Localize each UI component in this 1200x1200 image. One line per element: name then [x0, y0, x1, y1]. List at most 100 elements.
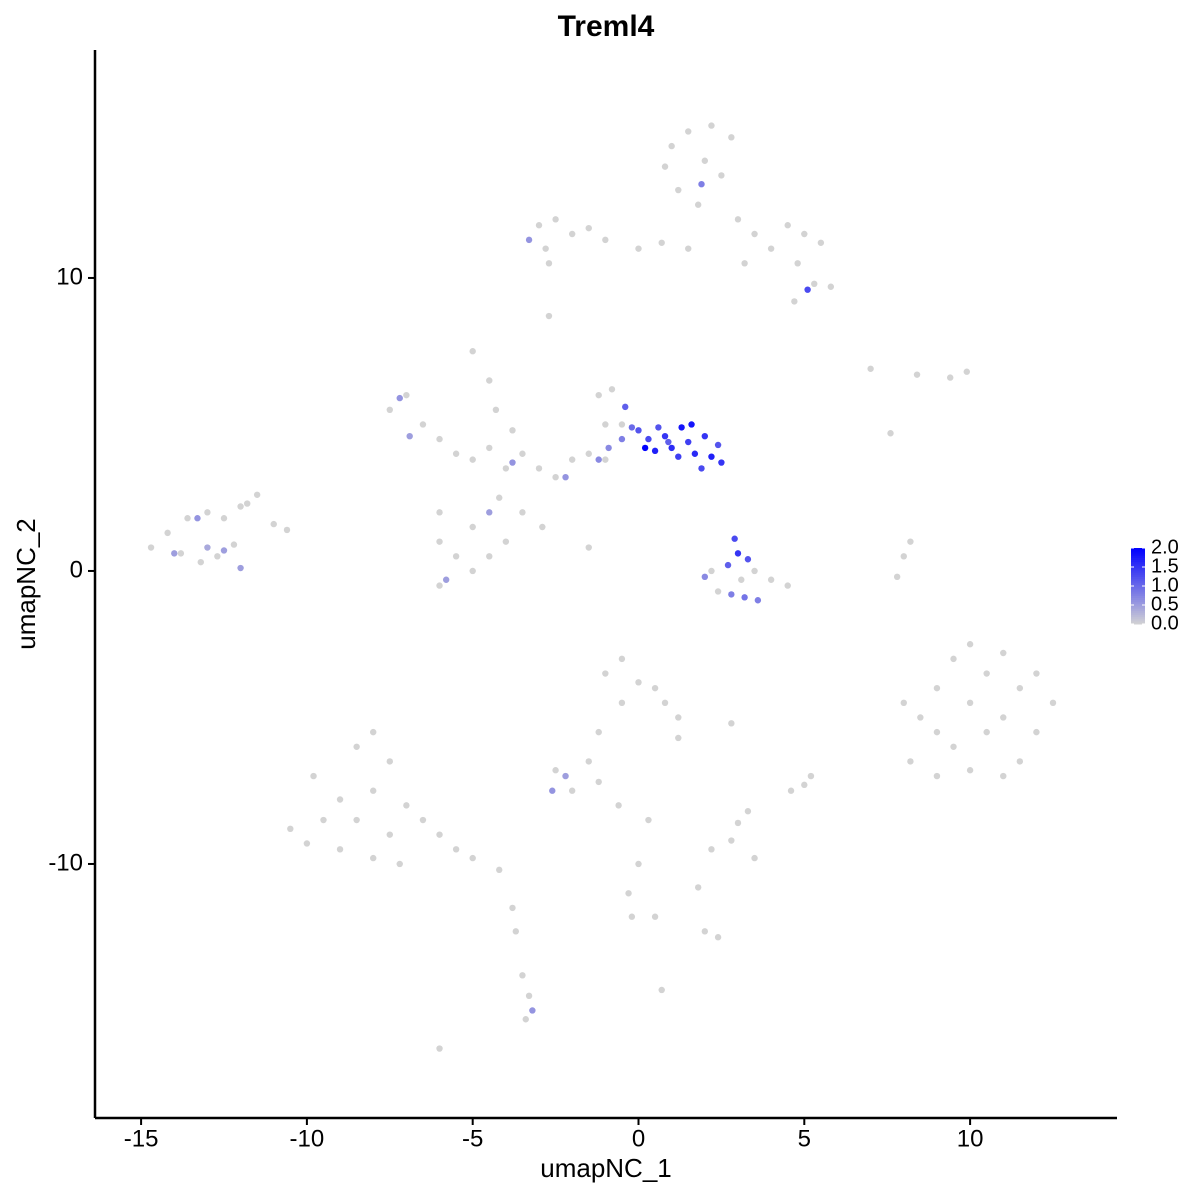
- point: [744, 556, 752, 563]
- point: [701, 432, 709, 440]
- point: [486, 509, 493, 516]
- point: [887, 430, 894, 437]
- point: [900, 699, 907, 707]
- point: [177, 550, 185, 557]
- point: [562, 474, 569, 481]
- point: [738, 576, 745, 583]
- colorbar-segment: [1131, 618, 1145, 621]
- point: [396, 394, 403, 402]
- point: [734, 216, 742, 223]
- point: [605, 444, 612, 452]
- point: [549, 787, 556, 794]
- point: [651, 684, 659, 692]
- point: [486, 553, 493, 560]
- point: [701, 157, 709, 164]
- colorbar-segment: [1131, 561, 1145, 564]
- colorbar-tick-label: 0.5: [1151, 593, 1179, 615]
- x-tick-label: 0: [632, 1125, 645, 1152]
- point: [651, 913, 659, 920]
- point: [741, 594, 748, 601]
- point: [552, 767, 559, 774]
- point: [568, 456, 576, 463]
- colorbar-segment: [1131, 610, 1145, 614]
- point: [622, 403, 629, 411]
- point: [728, 720, 735, 727]
- point: [893, 573, 901, 581]
- point: [668, 142, 675, 150]
- colorbar-segment: [1131, 620, 1145, 623]
- colorbar-segment: [1131, 584, 1145, 587]
- point: [1016, 758, 1024, 765]
- colorbar-segment: [1131, 597, 1145, 600]
- colorbar-segment: [1131, 551, 1145, 555]
- point: [214, 553, 221, 560]
- point: [744, 808, 752, 815]
- point: [419, 816, 427, 824]
- point: [502, 538, 510, 545]
- point: [741, 260, 748, 267]
- point: [728, 837, 735, 844]
- point: [496, 866, 503, 874]
- point: [947, 374, 954, 381]
- point: [419, 421, 427, 428]
- point: [585, 758, 592, 765]
- point: [545, 312, 553, 320]
- point: [204, 544, 211, 551]
- point: [807, 772, 815, 780]
- point: [509, 904, 516, 912]
- point: [386, 758, 393, 765]
- point: [370, 728, 377, 736]
- point: [754, 597, 762, 604]
- point: [519, 972, 526, 979]
- colorbar-segment: [1131, 555, 1145, 558]
- point: [658, 239, 665, 246]
- point: [641, 444, 649, 452]
- point: [486, 444, 493, 452]
- colorbar-tick-label: 0.0: [1151, 612, 1179, 634]
- colorbar-segment: [1131, 559, 1145, 562]
- point: [787, 787, 795, 794]
- point: [966, 767, 974, 774]
- point: [164, 529, 171, 537]
- colorbar-segment: [1131, 591, 1145, 595]
- point: [708, 453, 715, 460]
- point: [353, 743, 360, 750]
- colorbar-segment: [1131, 601, 1145, 604]
- point: [691, 450, 699, 457]
- point: [595, 391, 602, 399]
- point: [767, 245, 775, 252]
- point: [701, 573, 709, 581]
- point: [469, 854, 476, 862]
- point: [237, 564, 244, 572]
- point: [963, 368, 970, 375]
- x-tick-label: -10: [290, 1125, 325, 1152]
- point: [585, 544, 592, 551]
- point: [665, 438, 672, 446]
- y-tick-label: 10: [56, 263, 83, 290]
- point: [452, 553, 460, 560]
- y-axis-label: umapNC_2: [11, 518, 41, 650]
- point: [492, 406, 500, 414]
- point: [801, 230, 808, 238]
- point: [817, 239, 825, 246]
- colorbar-segment: [1131, 553, 1145, 557]
- point: [436, 435, 443, 443]
- point: [197, 558, 204, 566]
- colorbar-segment: [1131, 572, 1145, 576]
- x-tick-label: -15: [124, 1125, 159, 1152]
- point: [552, 216, 559, 223]
- point: [320, 816, 327, 824]
- point: [651, 447, 659, 455]
- colorbar-segment: [1131, 578, 1145, 581]
- point: [718, 172, 725, 179]
- point: [867, 365, 874, 372]
- point: [907, 538, 914, 545]
- point: [655, 424, 662, 431]
- point: [535, 222, 543, 229]
- point: [370, 854, 377, 862]
- point: [522, 1016, 529, 1023]
- point: [933, 684, 941, 692]
- point: [917, 714, 924, 721]
- point: [950, 655, 957, 663]
- point: [237, 503, 244, 510]
